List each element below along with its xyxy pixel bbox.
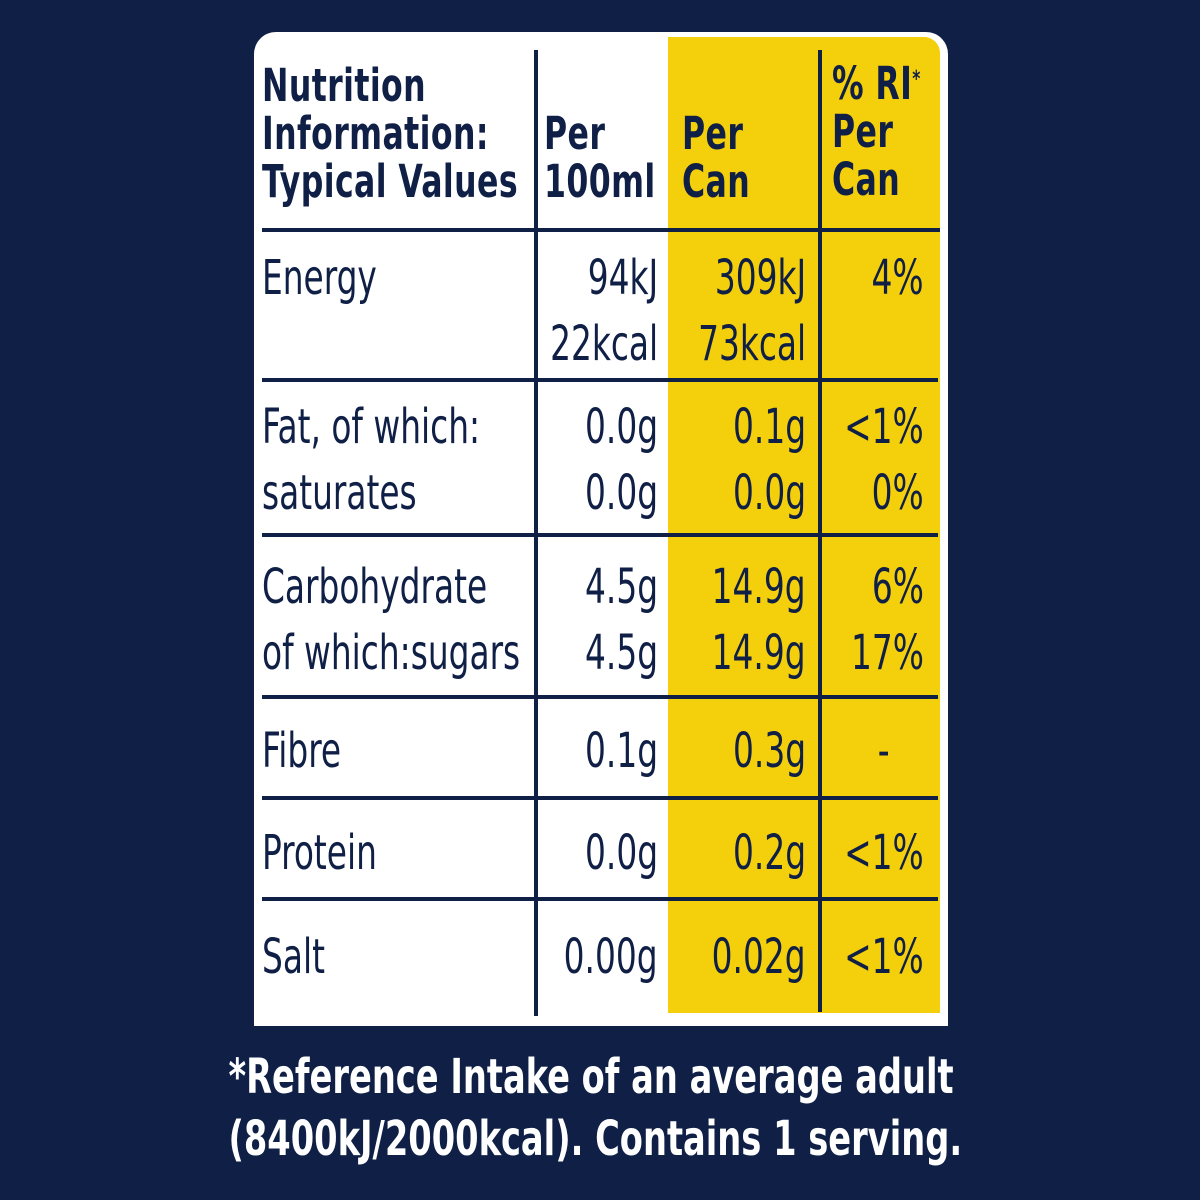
row-label-fibre: Fibre [262, 723, 342, 779]
reference-intake-footnote: *Reference Intake of an average adult (8… [228, 1049, 962, 1167]
protein-per-100ml: 0.0g [584, 825, 658, 881]
nutrition-table: Nutrition Information: Typical Values Pe… [254, 32, 948, 1026]
fibre-per-can: 0.3g [732, 723, 806, 779]
row-label-salt: Salt [262, 929, 325, 985]
salt-ri: <1% [844, 929, 924, 985]
carbohydrate-per-can: 14.9g 14.9g [712, 559, 806, 681]
carbohydrate-ri: 6% 17% [851, 559, 924, 681]
energy-per-100ml: 94kJ 22kcal [549, 250, 658, 372]
divider-vertical-2 [818, 50, 822, 1012]
row-label-protein: Protein [262, 825, 377, 881]
fat-ri: <1% 0% [844, 399, 924, 521]
fibre-ri: - [878, 723, 890, 779]
row-label-carbohydrate: Carbohydrate of which:sugars [262, 559, 521, 681]
row-label-fat: Fat, of which: saturates [262, 399, 481, 521]
fat-per-can: 0.1g 0.0g [732, 399, 806, 521]
divider-row-5 [262, 897, 938, 901]
salt-per-can: 0.02g [712, 929, 806, 985]
row-label-energy: Energy [262, 250, 377, 306]
per-can-highlight [668, 37, 940, 1013]
divider-row-3 [262, 695, 938, 699]
divider-header [262, 228, 940, 232]
divider-row-2 [262, 533, 938, 537]
divider-row-1 [262, 378, 938, 382]
carbohydrate-per-100ml: 4.5g 4.5g [584, 559, 658, 681]
header-per-100ml: Per 100ml [544, 107, 656, 208]
divider-row-4 [262, 796, 938, 800]
header-nutrition-information: Nutrition Information: Typical Values [262, 59, 519, 208]
salt-per-100ml: 0.00g [564, 929, 658, 985]
fat-per-100ml: 0.0g 0.0g [584, 399, 658, 521]
energy-per-can: 309kJ 73kcal [697, 250, 806, 372]
protein-per-can: 0.2g [732, 825, 806, 881]
energy-ri: 4% [871, 250, 924, 306]
header-per-can: Per Can [682, 107, 751, 208]
protein-ri: <1% [844, 825, 924, 881]
header-ri-per-can: % RI* Per Can [832, 57, 921, 206]
fibre-per-100ml: 0.1g [584, 723, 658, 779]
